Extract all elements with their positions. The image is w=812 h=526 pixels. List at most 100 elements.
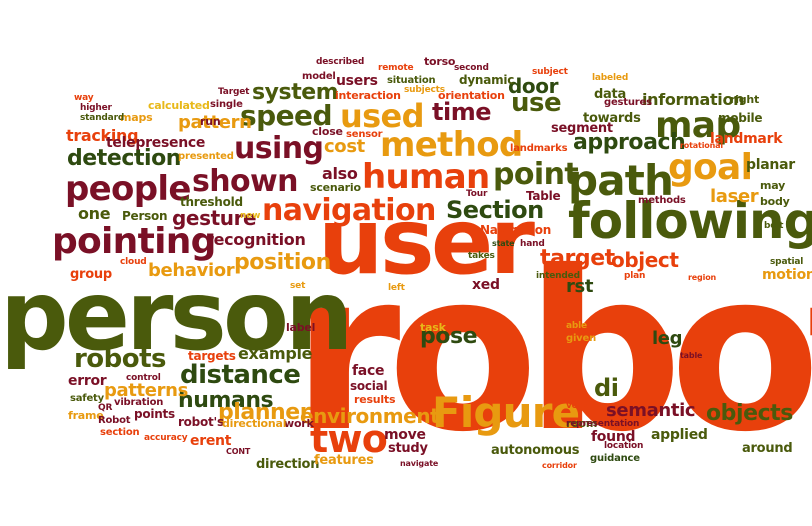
word: model: [302, 71, 336, 82]
word: robots: [74, 344, 166, 374]
word: higher: [80, 103, 112, 113]
word: Target: [218, 87, 250, 97]
word: information: [642, 90, 745, 109]
word: situation: [387, 75, 436, 86]
word: task: [420, 321, 446, 334]
word: left: [388, 283, 405, 293]
word: autonomous: [491, 443, 580, 458]
word: control: [126, 373, 161, 383]
word: map: [655, 105, 741, 146]
word: users: [336, 73, 378, 89]
word: orientation: [438, 89, 505, 102]
word: distance: [180, 360, 301, 390]
word: close: [312, 125, 343, 138]
word: second: [454, 63, 489, 73]
word: time: [432, 98, 492, 126]
word: methods: [638, 195, 686, 206]
word: object: [611, 248, 679, 272]
word: sensor: [346, 129, 383, 140]
word: Tour: [466, 189, 488, 199]
word: dynamic: [459, 73, 515, 87]
word: single: [210, 99, 243, 110]
word: segment: [551, 121, 613, 136]
word: rotational: [680, 141, 723, 150]
word: face: [352, 363, 385, 379]
word: presented: [178, 151, 234, 162]
word: threshold: [180, 195, 243, 209]
word: set: [290, 281, 306, 291]
word: robot's: [178, 415, 224, 429]
word: leg: [652, 328, 683, 349]
word: targets: [188, 349, 236, 363]
word: labeled: [592, 73, 629, 83]
word: around: [742, 441, 793, 456]
word: system: [252, 80, 339, 105]
word: QR: [98, 403, 113, 413]
word: new: [240, 211, 261, 221]
word: planner: [218, 400, 311, 425]
word: Person: [122, 209, 168, 223]
word: user: [318, 188, 535, 295]
word: intended: [536, 271, 580, 281]
word: corridor: [542, 461, 577, 470]
word: work: [284, 417, 314, 430]
word: use: [511, 88, 562, 118]
word: behavior: [148, 260, 235, 281]
word: study: [388, 441, 428, 456]
word: body: [760, 195, 790, 208]
word: human: [362, 157, 490, 197]
word: towards: [583, 111, 641, 126]
word: navigate: [400, 459, 439, 468]
word: semantic: [606, 400, 696, 421]
word: label: [286, 321, 316, 334]
word: using: [234, 131, 324, 166]
word: landmark: [710, 131, 783, 147]
word: guidance: [590, 453, 640, 464]
word: gesture: [172, 206, 257, 230]
word: CONT: [226, 447, 251, 456]
word: spatial: [770, 257, 804, 267]
word: way: [74, 93, 94, 103]
word: navigation: [262, 193, 436, 228]
word: person: [0, 260, 353, 372]
word: humans: [178, 388, 274, 413]
word: cost: [324, 136, 365, 157]
word: scenario: [310, 181, 361, 194]
word: subjects: [404, 85, 445, 95]
word: also: [322, 164, 358, 183]
word: position: [234, 250, 331, 275]
word: takes: [468, 251, 495, 261]
word: two: [310, 417, 388, 461]
word: rst: [566, 276, 594, 297]
word: pose: [420, 324, 478, 349]
word: subject: [532, 67, 568, 77]
word: found: [591, 429, 636, 445]
word: state: [492, 239, 515, 248]
word: following: [568, 192, 812, 250]
word: able: [566, 321, 587, 331]
word: may: [760, 179, 786, 192]
word: features: [314, 453, 374, 468]
word: described: [316, 57, 365, 67]
word: mobile: [718, 111, 763, 125]
word: hand: [520, 239, 545, 249]
word: path: [568, 156, 674, 205]
word: standard: [80, 113, 125, 123]
word: tracking: [66, 126, 139, 145]
word: given: [566, 333, 597, 344]
word: Figure: [432, 388, 580, 437]
word: location: [604, 441, 644, 451]
word: shown: [192, 164, 299, 199]
word: room: [566, 417, 598, 430]
word: points: [134, 407, 175, 421]
word: point: [493, 157, 579, 192]
word: representation: [566, 419, 640, 429]
word: robot: [292, 224, 812, 480]
word: patterns: [104, 380, 188, 401]
word: direction: [256, 457, 320, 472]
word: belt: [764, 221, 784, 231]
word: results: [354, 393, 396, 406]
word: maps: [120, 111, 153, 124]
word: door: [508, 74, 559, 98]
